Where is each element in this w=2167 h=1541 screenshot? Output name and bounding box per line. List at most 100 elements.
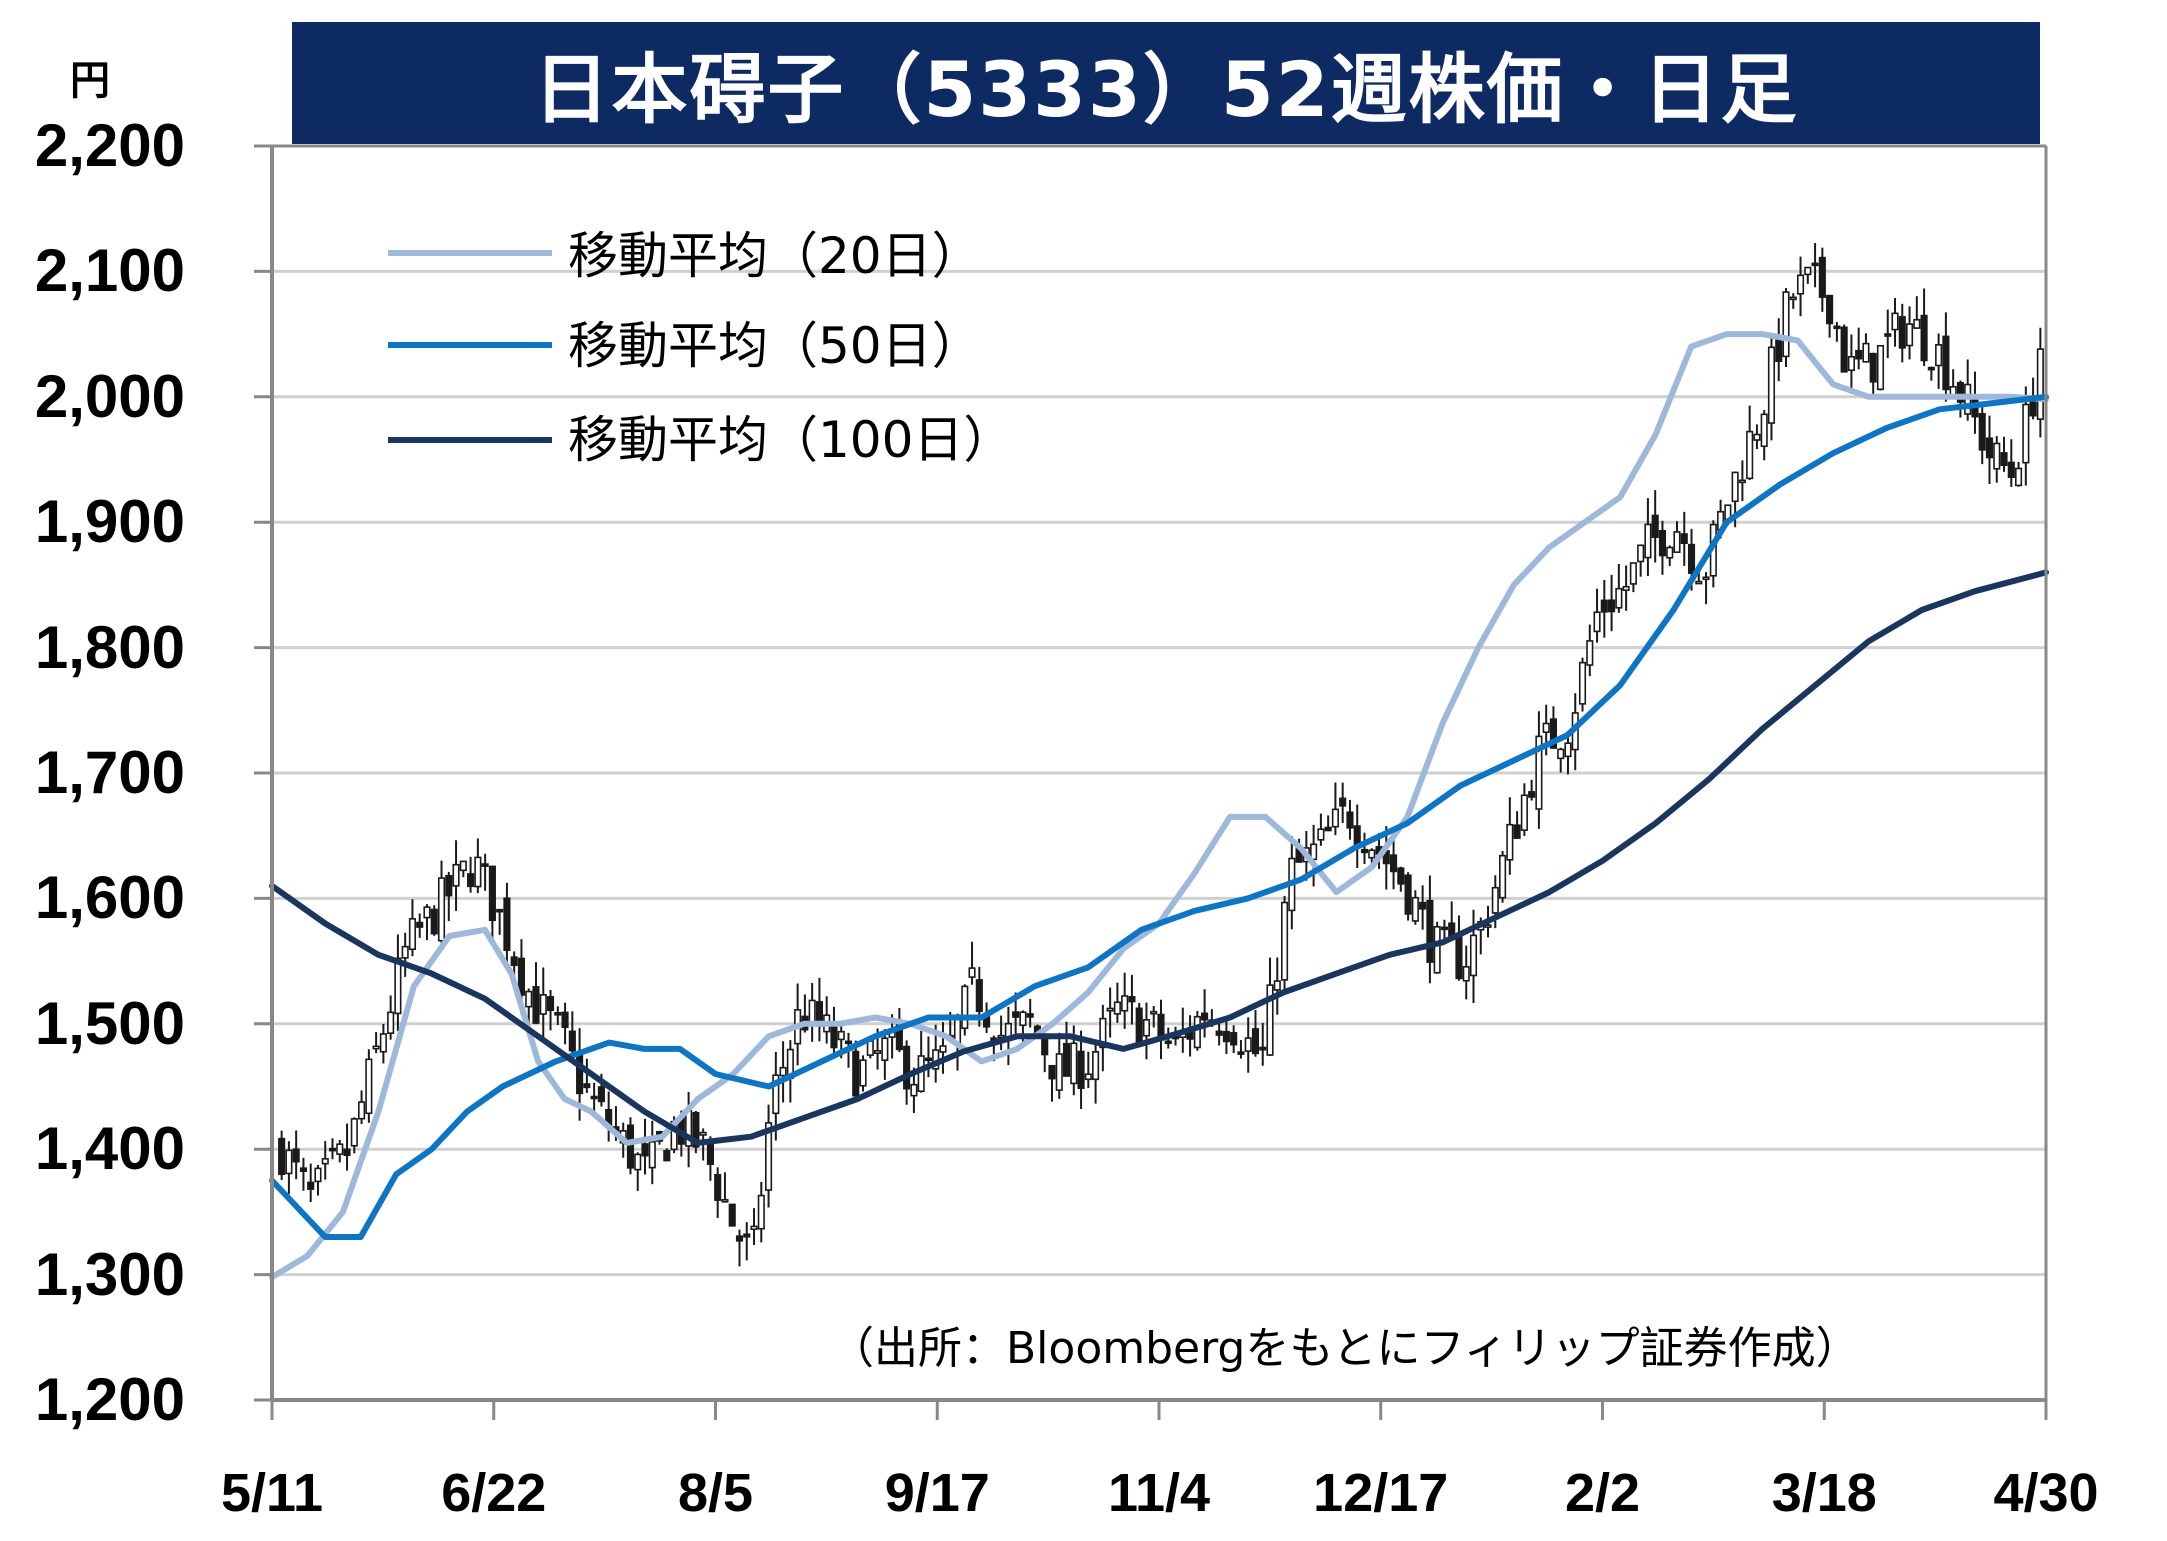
candle-body — [1528, 791, 1536, 798]
candle-body — [743, 1233, 751, 1238]
candle-body — [721, 1198, 729, 1203]
candle-body — [1142, 1019, 1151, 1037]
candle-body — [2022, 403, 2030, 464]
candle-body — [328, 1147, 337, 1152]
candle-body — [1164, 1040, 1172, 1045]
candle-body — [1026, 1013, 1034, 1018]
candle-body — [517, 957, 526, 996]
candle-body — [1201, 1012, 1209, 1021]
candle-body — [1411, 896, 1419, 922]
candle-body — [561, 1011, 569, 1029]
candle-body — [2015, 467, 2023, 487]
candle-body — [1905, 323, 1914, 347]
candle-body — [1092, 1051, 1100, 1081]
candle-body — [1266, 984, 1274, 1056]
candle-body — [1121, 995, 1129, 1012]
candle-body — [474, 856, 482, 888]
candle-body — [1070, 1042, 1078, 1085]
candle-body — [314, 1167, 322, 1183]
candle-body — [1535, 735, 1543, 810]
candle-body — [1637, 544, 1645, 563]
candle-body — [1193, 1015, 1201, 1049]
ma100-line — [269, 569, 2049, 1146]
candle-body — [1106, 1007, 1114, 1012]
candle-body — [1956, 381, 1964, 403]
y-tick-label: 1,700 — [34, 739, 185, 806]
candle-body — [1506, 823, 1514, 861]
candle-body — [1985, 437, 1994, 459]
candle-body — [1048, 1064, 1056, 1080]
candle-body — [692, 1111, 700, 1148]
candle-body — [1440, 926, 1448, 931]
legend-label-ma20: 移動平均（20日） — [568, 227, 982, 285]
x-tick-label: 5/11 — [220, 1463, 324, 1523]
candle-body — [1251, 1028, 1260, 1055]
x-tick-label: 6/22 — [441, 1463, 547, 1523]
candle-body — [1062, 1042, 1071, 1077]
candle-body — [1862, 342, 1870, 363]
candle-body — [852, 1050, 860, 1097]
candle-body — [1564, 742, 1572, 758]
candle-body — [292, 1148, 300, 1163]
candle-body — [1876, 344, 1885, 391]
candle-body — [968, 967, 976, 978]
candle-body — [1869, 352, 1877, 383]
ma50-line — [269, 393, 2049, 1240]
candle-body — [437, 877, 446, 942]
candle-body — [866, 1040, 874, 1056]
gridlines — [272, 144, 2046, 1277]
candle-body — [1491, 886, 1499, 914]
candle-body — [757, 1194, 765, 1230]
candle-body — [1847, 355, 1855, 372]
candle-body — [1113, 1001, 1121, 1015]
candle-body — [1084, 1073, 1092, 1081]
candle-body — [1055, 1053, 1063, 1091]
candle-body — [1775, 336, 1783, 362]
candle-body — [903, 1045, 911, 1090]
candle-body — [1702, 576, 1710, 581]
candle-body — [1833, 325, 1841, 330]
candle-body — [1484, 924, 1492, 928]
candle-body — [1615, 587, 1623, 609]
candle-body — [590, 1095, 598, 1100]
candle-body — [1542, 722, 1550, 733]
candle-body — [554, 1012, 562, 1016]
candle-body — [1404, 874, 1412, 915]
y-axis-unit-label: 円 — [70, 58, 110, 104]
candle-body — [1658, 530, 1667, 557]
x-tick-label: 12/17 — [1313, 1463, 1449, 1523]
candle-body — [750, 1225, 758, 1231]
candle-body — [1150, 1010, 1158, 1015]
candle-body — [1273, 980, 1281, 991]
candle-body — [1782, 291, 1790, 358]
y-tick-label: 1,400 — [34, 1115, 185, 1183]
candle-body — [859, 1059, 867, 1087]
candle-body — [1549, 718, 1558, 749]
candle-body — [568, 1030, 576, 1052]
candle-body — [510, 956, 518, 967]
candle-body — [525, 990, 533, 1008]
candle-body — [939, 1045, 947, 1053]
candle-body — [1644, 523, 1652, 559]
legend-label-ma50: 移動平均（50日） — [568, 317, 982, 375]
candle-body — [1419, 901, 1427, 910]
candle-body — [874, 1050, 882, 1054]
candle-body — [597, 1086, 605, 1103]
candle-body — [343, 1148, 351, 1157]
candle-body — [1738, 479, 1746, 484]
candle-body — [1135, 1007, 1143, 1045]
candle-body — [1942, 335, 1950, 391]
title-banner: 日本碍子（5333）52週株価・日足 — [292, 22, 2040, 144]
candle-body — [2029, 400, 2037, 417]
candle-body — [1230, 1032, 1238, 1046]
candle-body — [1680, 533, 1688, 544]
candle-body — [321, 1158, 329, 1165]
candle-body — [910, 1083, 918, 1097]
candle-body — [1215, 1030, 1223, 1036]
candle-body — [1855, 349, 1863, 360]
candle-body — [837, 1030, 845, 1041]
y-tick-label: 1,900 — [34, 488, 185, 556]
candle-body — [1993, 442, 2001, 470]
candle-body — [1651, 514, 1659, 538]
candle-body — [1840, 326, 1848, 373]
